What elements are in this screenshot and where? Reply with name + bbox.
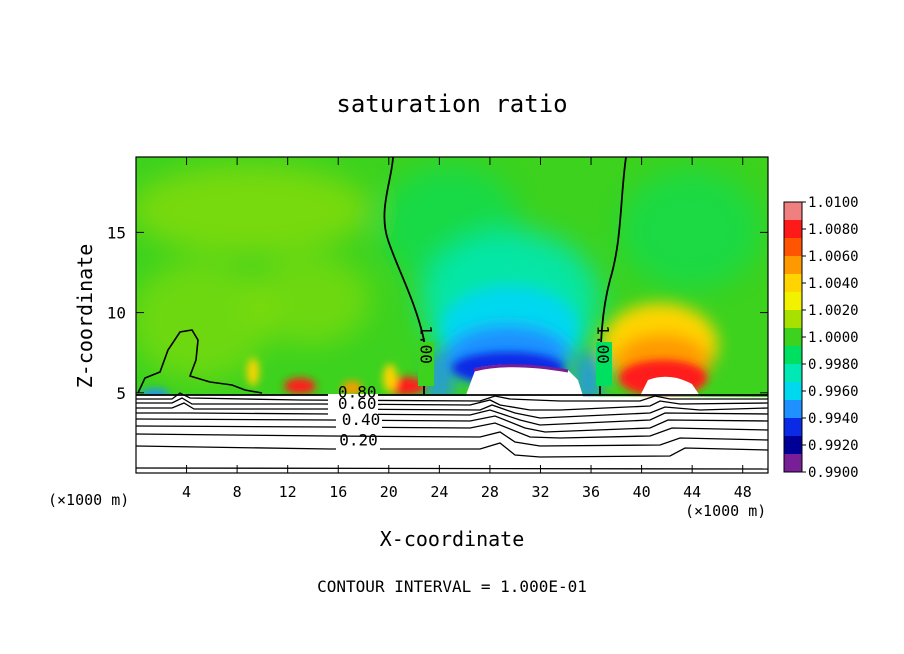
contour-label: 0.60 (338, 394, 377, 413)
contour-label-bg (336, 416, 382, 430)
x-tick-label: 48 (734, 483, 752, 501)
x-tick-label: 12 (279, 483, 297, 501)
contour-line-0.90 (136, 392, 768, 402)
contour-line-0.30 (136, 431, 768, 447)
colorbar-swatch (784, 238, 802, 257)
field-patch (136, 165, 370, 255)
y-axis-label: Z-coordinate (73, 244, 97, 389)
field-patch (383, 364, 397, 392)
contour-line-1.00 (383, 157, 425, 395)
colorbar-swatch (784, 310, 802, 329)
contour-label-bg (336, 438, 380, 454)
colorbar-label: 1.0100 (808, 195, 859, 211)
white-region (136, 393, 768, 473)
x-tick-label: 44 (683, 483, 701, 501)
colorbar-label: 1.0000 (808, 330, 859, 346)
colorbar-swatch (784, 400, 802, 419)
contour-line-1.00 (137, 329, 263, 394)
x-tick-label: 24 (430, 483, 448, 501)
colorbar-label: 0.9920 (808, 438, 859, 454)
field-patch (247, 358, 259, 386)
colorbar: 1.0100 1.0080 1.0060 1.0040 1.0020 1.0000 0.99… (783, 195, 859, 481)
x-tick-label: 20 (380, 483, 398, 501)
field-patch (342, 381, 362, 395)
colorbar-label: 1.0040 (808, 276, 859, 292)
x-tick-label: 28 (481, 483, 499, 501)
colorbar-swatch (784, 364, 802, 383)
contour-label: 0.40 (342, 410, 381, 429)
colorbar-label: 0.9960 (808, 384, 859, 400)
x-tick-label: 4 (182, 483, 191, 501)
contour-label: 0.20 (339, 431, 378, 450)
y-tick-label: 10 (107, 304, 126, 323)
y-tick-label: 5 (116, 384, 126, 403)
contour-label: 0.80 (338, 383, 377, 402)
heatmap-field (136, 157, 768, 473)
field-patch (620, 170, 760, 290)
colorbar-label: 0.9940 (808, 411, 859, 427)
colorbar-swatch (784, 256, 802, 275)
contour-label: 1.00 (416, 325, 435, 364)
contour-line-0.60 (136, 409, 768, 426)
contour-line-0.70 (136, 402, 768, 419)
white-region (640, 376, 700, 396)
contour-labels (328, 342, 612, 454)
contour-label-bg (418, 342, 434, 386)
contour-label-bg (328, 394, 378, 418)
y-tick-label: 15 (107, 223, 126, 242)
x-axis: 4 8 12 16 20 24 28 32 36 40 44 48 (182, 157, 752, 501)
colorbar-swatch (784, 220, 802, 239)
contour-lines (136, 157, 768, 470)
contour-line-0.80 (136, 397, 768, 411)
colorbar-swatch (784, 292, 802, 311)
x-unit-label-right: (×1000 m) (685, 502, 766, 520)
field-patch (136, 260, 270, 380)
plot-frame (135, 156, 769, 474)
x-tick-label: 32 (531, 483, 549, 501)
purple-edge (473, 364, 569, 373)
x-tick-label: 40 (633, 483, 651, 501)
colorbar-swatch (784, 382, 802, 401)
field-patch (250, 255, 370, 345)
x-tick-label: 16 (329, 483, 347, 501)
contour-line-0.10 (136, 467, 768, 470)
x-unit-label-left: (×1000 m) (48, 491, 129, 509)
colorbar-swatch (784, 418, 802, 437)
colorbar-label: 1.0080 (808, 222, 859, 238)
white-region (466, 364, 583, 410)
colorbar-swatch (784, 274, 802, 293)
x-tick-label: 8 (233, 483, 242, 501)
contour-label-bg (596, 342, 612, 386)
colorbar-swatch (784, 328, 802, 347)
colorbar-swatch (784, 436, 802, 455)
colorbar-label: 0.9900 (808, 465, 859, 481)
colorbar-label: 0.9980 (808, 357, 859, 373)
colorbar-swatch (784, 202, 802, 221)
chart-title: saturation ratio (336, 90, 567, 118)
colorbar-swatch (784, 346, 802, 365)
y-axis: 5 10 15 (107, 223, 768, 403)
x-tick-label: 36 (582, 483, 600, 501)
colorbar-label: 1.0060 (808, 249, 859, 265)
field-patch (284, 378, 316, 394)
contour-interval-footer: CONTOUR INTERVAL = 1.000E-01 (317, 577, 587, 596)
contour-label: 1.00 (593, 325, 612, 364)
colorbar-label: 1.0020 (808, 303, 859, 319)
x-axis-label: X-coordinate (380, 527, 525, 551)
contour-label-layer: 1.00 1.00 0.800.600.40 0.20 (338, 325, 612, 449)
colorbar-swatch (784, 454, 802, 473)
